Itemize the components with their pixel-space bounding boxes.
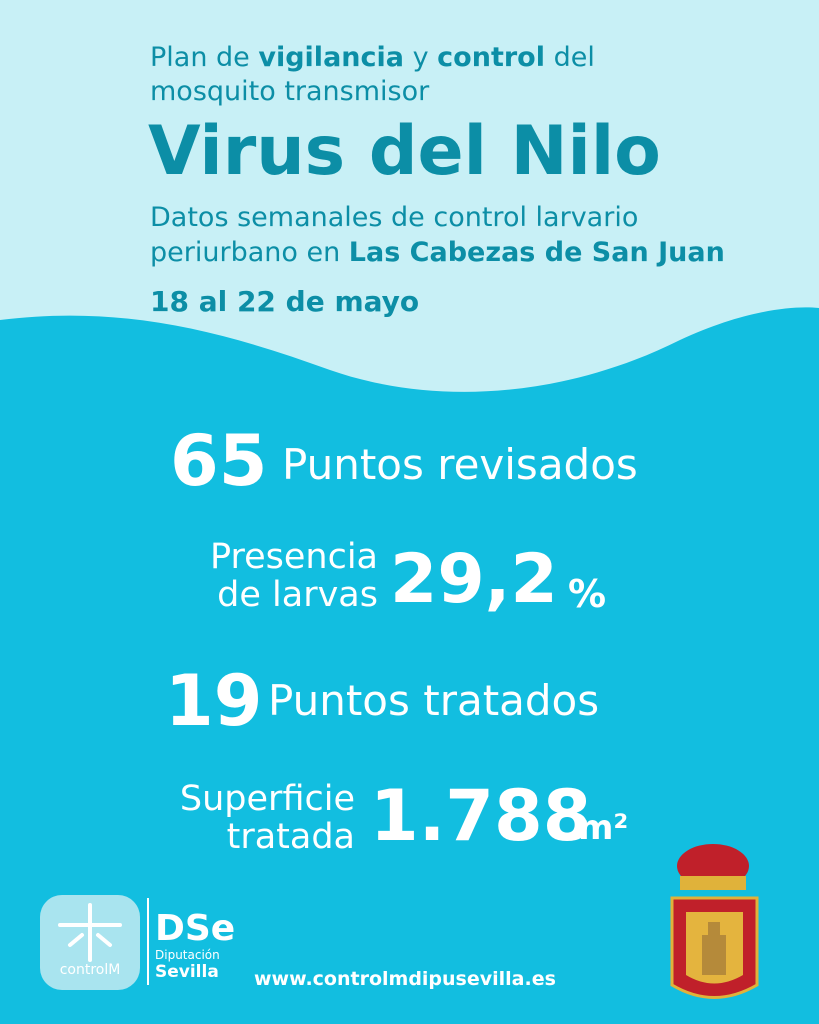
text: tratada [226,817,355,857]
mosquito-icon [58,903,122,962]
header-line1: Plan de vigilancia y control del [150,42,595,73]
text: Superficie [179,779,355,819]
stat-label: Puntos tratados [268,676,600,725]
stat-value: 65 [170,420,268,502]
text: Las Cabezas de San Juan [348,237,725,268]
url[interactable]: www.controlmdipusevilla.es [254,968,556,990]
text: del [553,42,595,73]
stat-unit: m² [578,808,629,848]
coat-of-arms [670,844,759,999]
text: vigilancia [258,42,404,73]
wave [0,307,819,1024]
date: 18 al 22 de mayo [150,285,420,318]
text: Presencia [209,537,378,577]
stat-label: Presencia de larvas [178,538,378,614]
text: Plan de [150,42,250,73]
dse-mark: DSe [155,908,235,949]
stat-value: 29,2 [390,540,558,619]
logo-text: Diputación [155,948,220,962]
title: Virus del Nilo [148,112,661,191]
text: y [412,42,429,73]
stat-unit: % [568,572,607,616]
stat-value: 1.788 [370,775,592,857]
stat-label: Superficie tratada [150,780,355,856]
subtitle-line2: periurbano en Las Cabezas de San Juan [150,237,725,268]
text: control [437,42,545,73]
header-line2: mosquito transmisor [150,76,430,107]
text: periurbano en [150,237,341,268]
stat-label: Puntos revisados [282,440,638,489]
logo-text: controlM [59,962,121,978]
logo-text: Sevilla [155,962,219,982]
text: de larvas [217,575,378,615]
subtitle: Datos semanales de control larvario [150,202,639,233]
stat-value: 19 [165,660,263,742]
